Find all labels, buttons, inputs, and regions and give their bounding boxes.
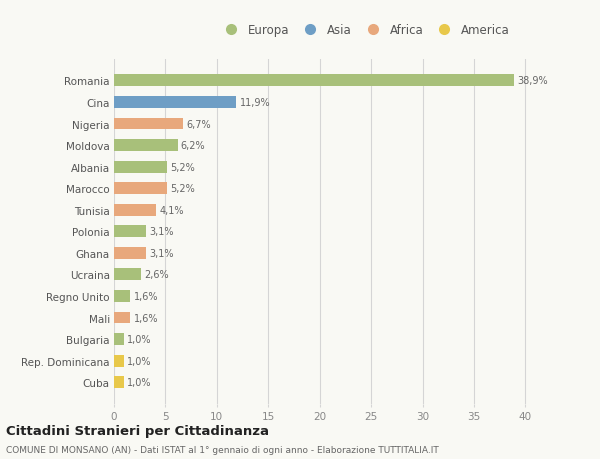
Bar [114, 162, 167, 173]
Bar [114, 312, 130, 324]
Bar [114, 376, 124, 388]
Text: 5,2%: 5,2% [170, 162, 196, 172]
Text: Cittadini Stranieri per Cittadinanza: Cittadini Stranieri per Cittadinanza [6, 424, 269, 437]
Text: 11,9%: 11,9% [239, 98, 270, 108]
Bar [114, 118, 183, 130]
Bar [114, 269, 141, 281]
Text: 5,2%: 5,2% [170, 184, 196, 194]
Text: 1,0%: 1,0% [127, 334, 152, 344]
Text: 1,0%: 1,0% [127, 356, 152, 366]
Text: COMUNE DI MONSANO (AN) - Dati ISTAT al 1° gennaio di ogni anno - Elaborazione TU: COMUNE DI MONSANO (AN) - Dati ISTAT al 1… [6, 445, 439, 454]
Bar [114, 291, 130, 302]
Text: 3,1%: 3,1% [149, 248, 173, 258]
Bar [114, 247, 146, 259]
Bar [114, 97, 236, 109]
Bar [114, 333, 124, 345]
Bar [114, 226, 146, 238]
Text: 3,1%: 3,1% [149, 227, 173, 237]
Bar [114, 355, 124, 367]
Text: 4,1%: 4,1% [159, 205, 184, 215]
Text: 6,7%: 6,7% [186, 119, 211, 129]
Bar [114, 140, 178, 151]
Text: 2,6%: 2,6% [144, 270, 169, 280]
Bar [114, 204, 156, 216]
Text: 1,6%: 1,6% [134, 313, 158, 323]
Legend: Europa, Asia, Africa, America: Europa, Asia, Africa, America [220, 24, 510, 37]
Text: 1,6%: 1,6% [134, 291, 158, 301]
Text: 6,2%: 6,2% [181, 141, 205, 151]
Bar [114, 183, 167, 195]
Text: 1,0%: 1,0% [127, 377, 152, 387]
Text: 38,9%: 38,9% [517, 76, 548, 86]
Bar [114, 75, 514, 87]
